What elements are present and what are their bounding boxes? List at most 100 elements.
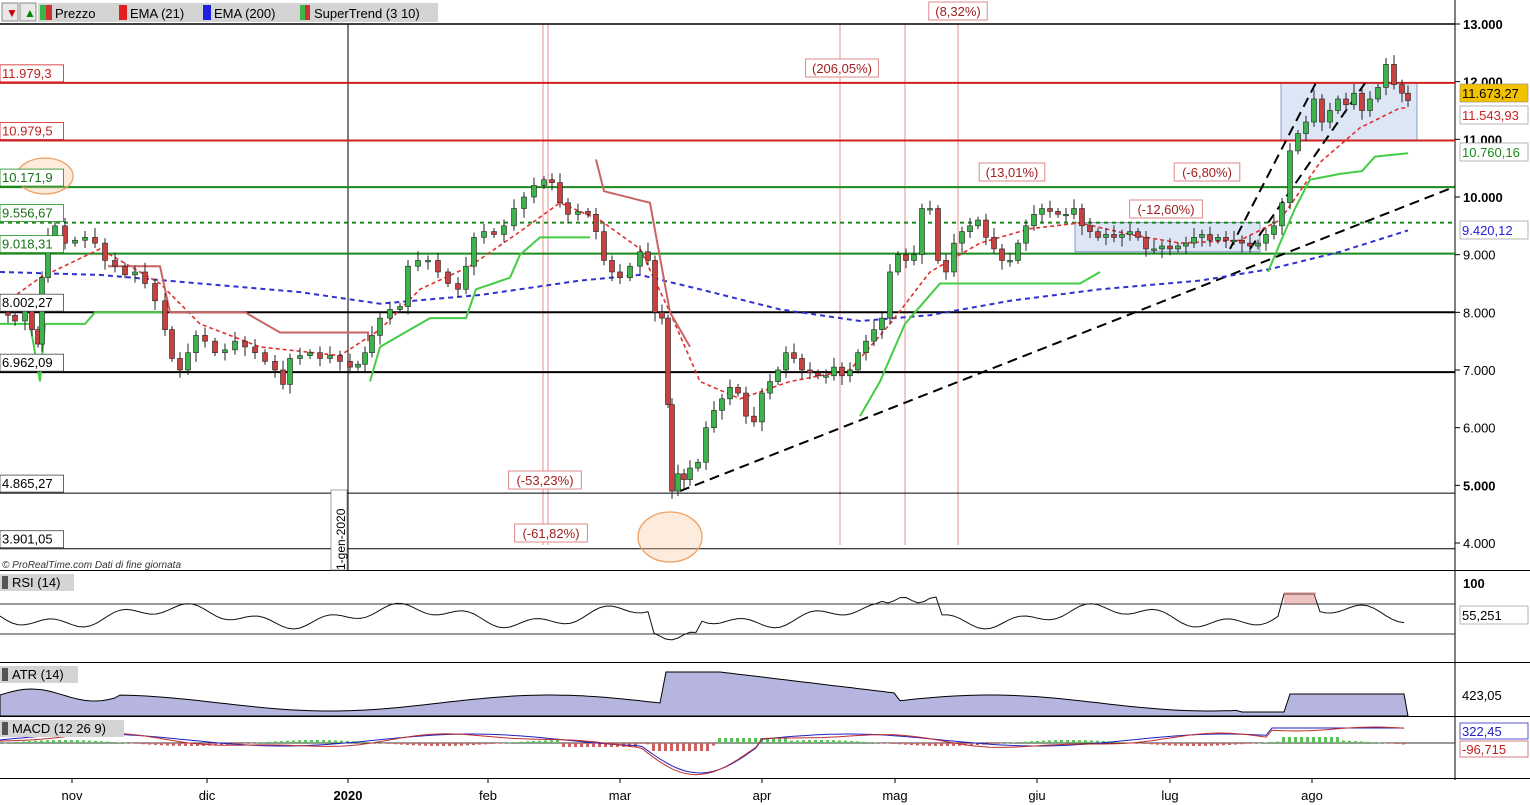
candle — [1111, 225, 1117, 243]
candle — [1367, 91, 1373, 117]
macd-hist-bar — [1372, 742, 1375, 743]
arrow-down-button[interactable] — [1, 2, 19, 22]
macd-hist-bar — [1210, 743, 1213, 746]
macd-hist-bar — [874, 742, 877, 744]
macd-hist-bar — [160, 743, 163, 746]
candle — [687, 460, 693, 486]
candle — [152, 278, 158, 311]
last-value-box-3 — [1459, 220, 1529, 240]
candle — [272, 355, 278, 378]
candle — [585, 207, 591, 218]
candle — [617, 264, 623, 285]
candle — [759, 388, 765, 432]
candle-body — [617, 271, 623, 279]
trendline-main — [679, 185, 1456, 493]
candle — [377, 313, 383, 345]
candle-body — [823, 375, 829, 378]
candle — [162, 293, 168, 336]
macd-hist-bar — [1258, 742, 1261, 744]
macd-hist-bar — [424, 743, 427, 746]
level-label-box-7 — [0, 474, 64, 493]
y-tick-label-9: 4.000 — [1463, 536, 1496, 551]
macd-hist-bar — [388, 743, 391, 744]
candle-body — [1055, 211, 1061, 215]
macd-hist-bar — [1042, 740, 1045, 743]
candle — [1279, 197, 1285, 236]
candle-body — [759, 392, 765, 423]
candle — [751, 406, 757, 427]
level-label-4: 9.018,31 — [2, 237, 53, 252]
macd-hist-bar — [1330, 737, 1333, 743]
candle — [1255, 239, 1261, 250]
candle — [1303, 115, 1309, 142]
rsi-title-bg — [0, 574, 74, 591]
candle-body — [1175, 245, 1181, 250]
candle-body — [687, 467, 693, 480]
macd-hist-bar — [52, 740, 55, 743]
macd-hist-bar — [1270, 742, 1273, 743]
macd-hist-bar — [1180, 743, 1183, 746]
candle — [863, 334, 869, 361]
candle — [1383, 58, 1389, 96]
candle — [549, 173, 555, 191]
legend-ema21[interactable]: EMA (21) — [130, 6, 184, 21]
legend-swatch-supertrend-red — [305, 5, 310, 20]
macd-hist-bar — [964, 743, 967, 746]
macd-hist-bar — [4, 742, 7, 744]
macd-hist-bar — [280, 741, 283, 743]
annotation-label-0: (8,32%) — [935, 4, 981, 19]
candle — [511, 199, 517, 231]
candle-body — [1191, 237, 1197, 244]
macd-value-1: -96,715 — [1462, 742, 1506, 757]
legend-prezzo[interactable]: Prezzo — [55, 6, 95, 21]
candle — [879, 313, 885, 339]
candle-body — [1375, 87, 1381, 100]
macd-hist-bar — [316, 740, 319, 743]
year-marker-box — [330, 489, 348, 571]
watermark: © ProRealTime.com Dati di fine giornata — [2, 560, 181, 571]
candle-body — [903, 254, 909, 261]
macd-hist-bar — [1078, 740, 1081, 743]
candle-body — [1207, 234, 1213, 241]
macd-hist-bar — [796, 740, 799, 743]
candle — [62, 218, 68, 250]
candle-body — [1335, 98, 1341, 111]
candle — [609, 255, 615, 282]
macd-hist-bar — [706, 743, 709, 751]
candle — [1271, 216, 1277, 240]
macd-hist-bar — [16, 741, 19, 743]
annotation-label-3: (-6,80%) — [1182, 165, 1232, 180]
candle-body — [1359, 92, 1365, 111]
y-tick-label-8: 5.000 — [1463, 478, 1496, 493]
legend-supertrend[interactable]: SuperTrend (3 10) — [314, 6, 420, 21]
legend-ema200[interactable]: EMA (200) — [214, 6, 275, 21]
macd-hist-bar — [394, 743, 397, 745]
candle-body — [152, 283, 158, 302]
macd-hist-bar — [544, 740, 547, 743]
candle — [895, 251, 901, 276]
candle — [471, 232, 477, 276]
macd-hist-bar — [556, 740, 559, 743]
legend-bar — [38, 3, 438, 22]
arrow-up-button[interactable] — [19, 2, 37, 22]
macd-hist-bar — [1132, 743, 1135, 744]
candle — [1047, 200, 1053, 218]
candle — [212, 337, 218, 357]
candle-body — [1135, 231, 1141, 238]
macd-hist-bar — [1102, 741, 1105, 743]
candle — [727, 379, 733, 406]
macd-hist-bar — [820, 740, 823, 743]
highlight-circle-low — [637, 511, 703, 563]
candle-body — [162, 300, 168, 330]
macd-hist-bar — [190, 743, 193, 746]
candle — [242, 336, 248, 357]
candle — [369, 326, 375, 358]
macd-hist-bar — [1264, 742, 1267, 743]
macd-hist-bar — [694, 743, 697, 751]
macd-hist-bar — [742, 738, 745, 743]
candle — [847, 362, 853, 383]
macd-hist-bar — [994, 743, 997, 744]
macd-hist-bar — [574, 743, 577, 747]
candle — [1095, 228, 1101, 241]
macd-hist-bar — [244, 743, 247, 744]
